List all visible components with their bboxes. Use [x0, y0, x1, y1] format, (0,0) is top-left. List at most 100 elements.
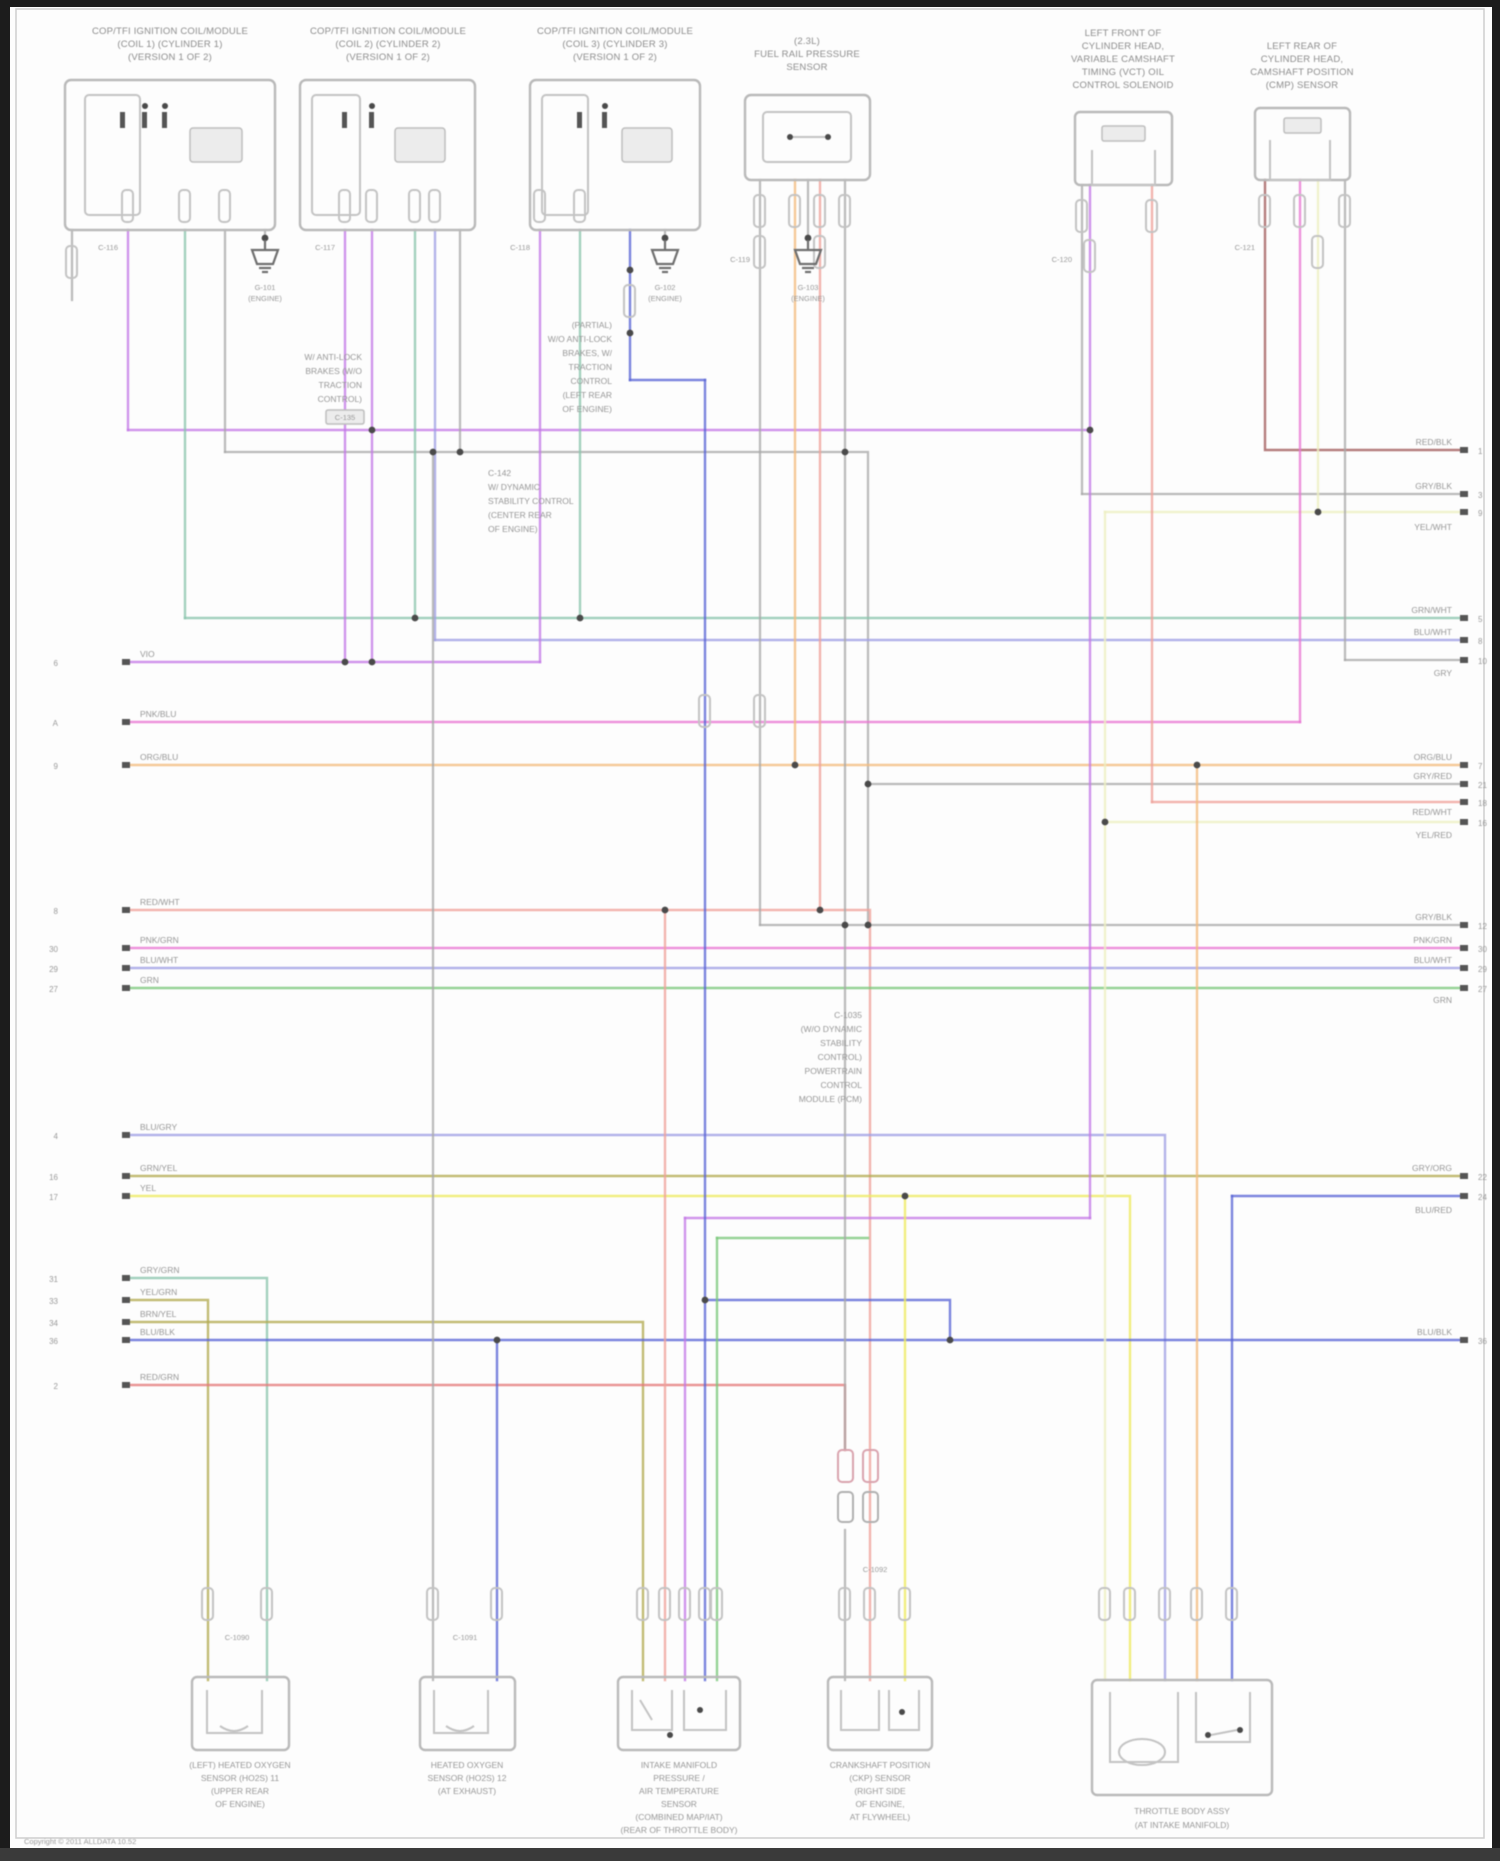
- annotation-line: C-142: [488, 468, 511, 478]
- stub-tick: [122, 1173, 130, 1179]
- ground-symbols: G-101 (ENGINE) G-102 (ENGINE) G-103 (ENG…: [248, 238, 825, 303]
- ground-code: G-101: [255, 283, 276, 292]
- component-title: CONTROL SOLENOID: [1072, 80, 1173, 91]
- wire: [126, 1276, 269, 1682]
- junction-dot: [864, 780, 872, 788]
- stub-tick: [1460, 657, 1468, 663]
- junction-dot: [864, 921, 872, 929]
- junction-dot: [456, 448, 464, 456]
- component-title: (VERSION 1 OF 2): [128, 52, 212, 63]
- pin-mark: [120, 112, 125, 128]
- pin-mark: [342, 112, 347, 128]
- stub-pin: 9: [54, 762, 59, 771]
- component-label: (CKP) SENSOR: [849, 1773, 910, 1783]
- stub-label: ORG/BLU: [1414, 752, 1452, 762]
- component-mark: [1210, 1729, 1238, 1736]
- junction-dot: [804, 234, 812, 242]
- component-title: CAMSHAFT POSITION: [1250, 67, 1354, 78]
- stub-pin: 30: [1478, 945, 1487, 954]
- stub-tick: [122, 1193, 130, 1199]
- stub-label: BLU/GRY: [140, 1122, 177, 1132]
- component-part: [189, 127, 243, 163]
- annotation-line: W/ DYNAMIC: [488, 482, 540, 492]
- left-stub: 4 BLU/GRY: [54, 1122, 178, 1141]
- component-label: (UPPER REAR: [211, 1786, 269, 1796]
- frame-left: [0, 0, 10, 1861]
- frame-top: [0, 0, 1500, 7]
- pin-dot: [667, 1732, 673, 1738]
- stub-pin: 27: [49, 985, 58, 994]
- stub-label: GRN: [140, 975, 159, 985]
- wire: [703, 1298, 952, 1342]
- pin-dot: [899, 1709, 905, 1715]
- junction-dot: [626, 329, 634, 337]
- stub-pin: 16: [1478, 819, 1487, 828]
- stub-pin: 5: [1478, 615, 1483, 624]
- stub-pin: 36: [1478, 1337, 1487, 1346]
- component-title: COP/TFI IGNITION COIL/MODULE: [537, 26, 693, 37]
- component-box: [616, 1675, 742, 1752]
- left-stub: 33 YEL/GRN: [49, 1287, 177, 1306]
- stub-pin: A: [53, 719, 59, 728]
- stub-tick: [122, 1382, 130, 1388]
- annotation-line: CONTROL: [820, 1080, 862, 1090]
- component-box: [528, 78, 702, 232]
- component-inner-box: [311, 94, 361, 216]
- component-box: [63, 78, 277, 232]
- junction-dot: [661, 906, 669, 914]
- stub-label: BLU/WHT: [1414, 955, 1452, 965]
- stub-pin: 21: [1478, 781, 1487, 790]
- annotation-line: C-1035: [834, 1010, 862, 1020]
- annotation-line: BRAKES (W/O: [305, 366, 362, 376]
- connector-code: C-1092: [863, 1565, 888, 1574]
- junction-dot: [841, 448, 849, 456]
- annotation-line: (CENTER REAR: [488, 510, 552, 520]
- right-stub-group: 1 RED/BLK 3 GRY/BLK 9 YEL/WHT 5 GRN/WHT …: [1411, 437, 1487, 1346]
- stub-tick: [122, 907, 130, 913]
- component-inner-u: [683, 1690, 727, 1731]
- left-stub: 31 GRY/GRN: [49, 1265, 179, 1284]
- ground-code: G-103: [798, 283, 819, 292]
- component-title: FUEL RAIL PRESSURE: [754, 49, 860, 60]
- annotation-code-box: [325, 409, 365, 425]
- component-title: LEFT REAR OF: [1267, 41, 1337, 52]
- stub-tick: [122, 762, 130, 768]
- component-box: [826, 1675, 934, 1752]
- component-inner-u: [1269, 140, 1331, 181]
- stub-tick: [1460, 447, 1468, 453]
- wire: [1263, 178, 1464, 452]
- frame-right: [1492, 0, 1500, 1861]
- component-inner-box: [762, 111, 852, 163]
- left-stub: 34 BRN/YEL: [49, 1309, 177, 1328]
- wire: [126, 908, 872, 1682]
- annotation-line: CONTROL): [318, 394, 363, 404]
- component-inner-u: [1195, 1692, 1251, 1743]
- stub-tick: [1460, 799, 1468, 805]
- stub-label: BLU/RED: [1415, 1205, 1452, 1215]
- component-part: [1101, 125, 1146, 142]
- top-component-fuel-rail-pressure-sensor: (2.3L) FUEL RAIL PRESSURE SENSOR: [743, 36, 872, 182]
- stub-tick: [122, 965, 130, 971]
- bottom-component-ho2s12: HEATED OXYGEN SENSOR (HO2S) 12 (AT EXHAU…: [418, 1675, 517, 1796]
- junction-dot: [661, 234, 669, 242]
- component-box: [190, 1675, 291, 1752]
- bottom-component-throttle-body: THROTTLE BODY ASSY (AT INTAKE MANIFOLD): [1090, 1678, 1274, 1830]
- pin-dot: [787, 134, 793, 140]
- stub-tick: [122, 1275, 130, 1281]
- right-stub: 21 GRY/RED: [1413, 771, 1487, 790]
- vertical-wires: [70, 178, 1464, 1682]
- junction-dot: [493, 1336, 501, 1344]
- junction-dots: [261, 234, 1322, 1344]
- component-inner-u: [1091, 150, 1156, 186]
- right-stub: 30 PNK/GRN: [1413, 935, 1487, 954]
- component-title: (VERSION 1 OF 2): [346, 52, 430, 63]
- pin-dot: [1205, 1732, 1211, 1738]
- stub-tick: [1460, 922, 1468, 928]
- stub-tick: [1460, 1193, 1468, 1199]
- left-stub: 17 YEL: [49, 1183, 156, 1202]
- junction-dot: [576, 614, 584, 622]
- component-box: [418, 1675, 517, 1752]
- copyright-text: Copyright © 2011 ALLDATA 10.52: [24, 1837, 136, 1846]
- connector-code: C-118: [510, 243, 530, 252]
